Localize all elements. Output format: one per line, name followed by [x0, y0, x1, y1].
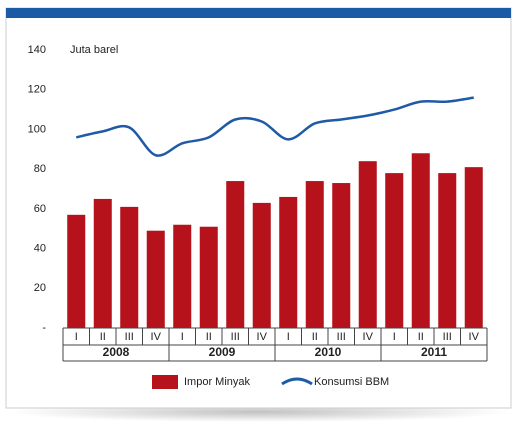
bar [332, 183, 351, 328]
x-tick-label: I [393, 331, 396, 343]
x-tick-label: III [231, 331, 240, 343]
x-tick-label: I [287, 331, 290, 343]
line [75, 96, 474, 157]
year-label: 2010 [315, 345, 342, 359]
x-tick-label: II [100, 331, 106, 343]
bar [67, 214, 86, 328]
x-tick-label: I [181, 331, 184, 343]
unit-label: Juta barel [70, 44, 118, 56]
year-label: 2009 [209, 345, 236, 359]
year-label: 2008 [103, 345, 130, 359]
y-tick-label: 140 [28, 44, 46, 56]
bar [173, 224, 192, 328]
x-tick-label: III [125, 331, 134, 343]
y-tick-label: 80 [34, 163, 46, 175]
bar [385, 173, 404, 328]
bar [438, 173, 457, 328]
bar [252, 202, 271, 328]
legend-swatch [281, 377, 313, 386]
x-tick-label: IV [469, 331, 480, 343]
legend-label: Konsumsi BBM [314, 376, 389, 388]
y-tick-label: - [42, 322, 46, 334]
bar [120, 206, 139, 328]
x-tick-label: II [312, 331, 318, 343]
x-tick-label: III [337, 331, 346, 343]
y-tick-label: 120 [28, 84, 46, 96]
x-tick-label: I [75, 331, 78, 343]
y-tick-label: 60 [34, 203, 46, 215]
card-header-bar [6, 8, 511, 18]
bar [411, 153, 430, 328]
x-tick-label: IV [151, 331, 162, 343]
bar [199, 226, 218, 328]
legend-swatch [152, 375, 178, 389]
legend-label: Impor Minyak [184, 376, 251, 388]
bar [146, 230, 165, 328]
year-label: 2011 [421, 345, 447, 359]
y-tick-label: 40 [34, 242, 46, 254]
bar [226, 181, 245, 328]
bar [279, 196, 298, 328]
x-tick-label: IV [363, 331, 374, 343]
x-tick-label: IV [257, 331, 268, 343]
bar [93, 198, 112, 328]
x-tick-label: II [418, 331, 424, 343]
bar [464, 167, 483, 328]
bar [305, 181, 324, 328]
x-tick-label: II [206, 331, 212, 343]
y-tick-label: 100 [28, 123, 46, 135]
y-tick-label: 20 [34, 282, 46, 294]
bar [358, 161, 377, 328]
x-tick-label: III [443, 331, 452, 343]
